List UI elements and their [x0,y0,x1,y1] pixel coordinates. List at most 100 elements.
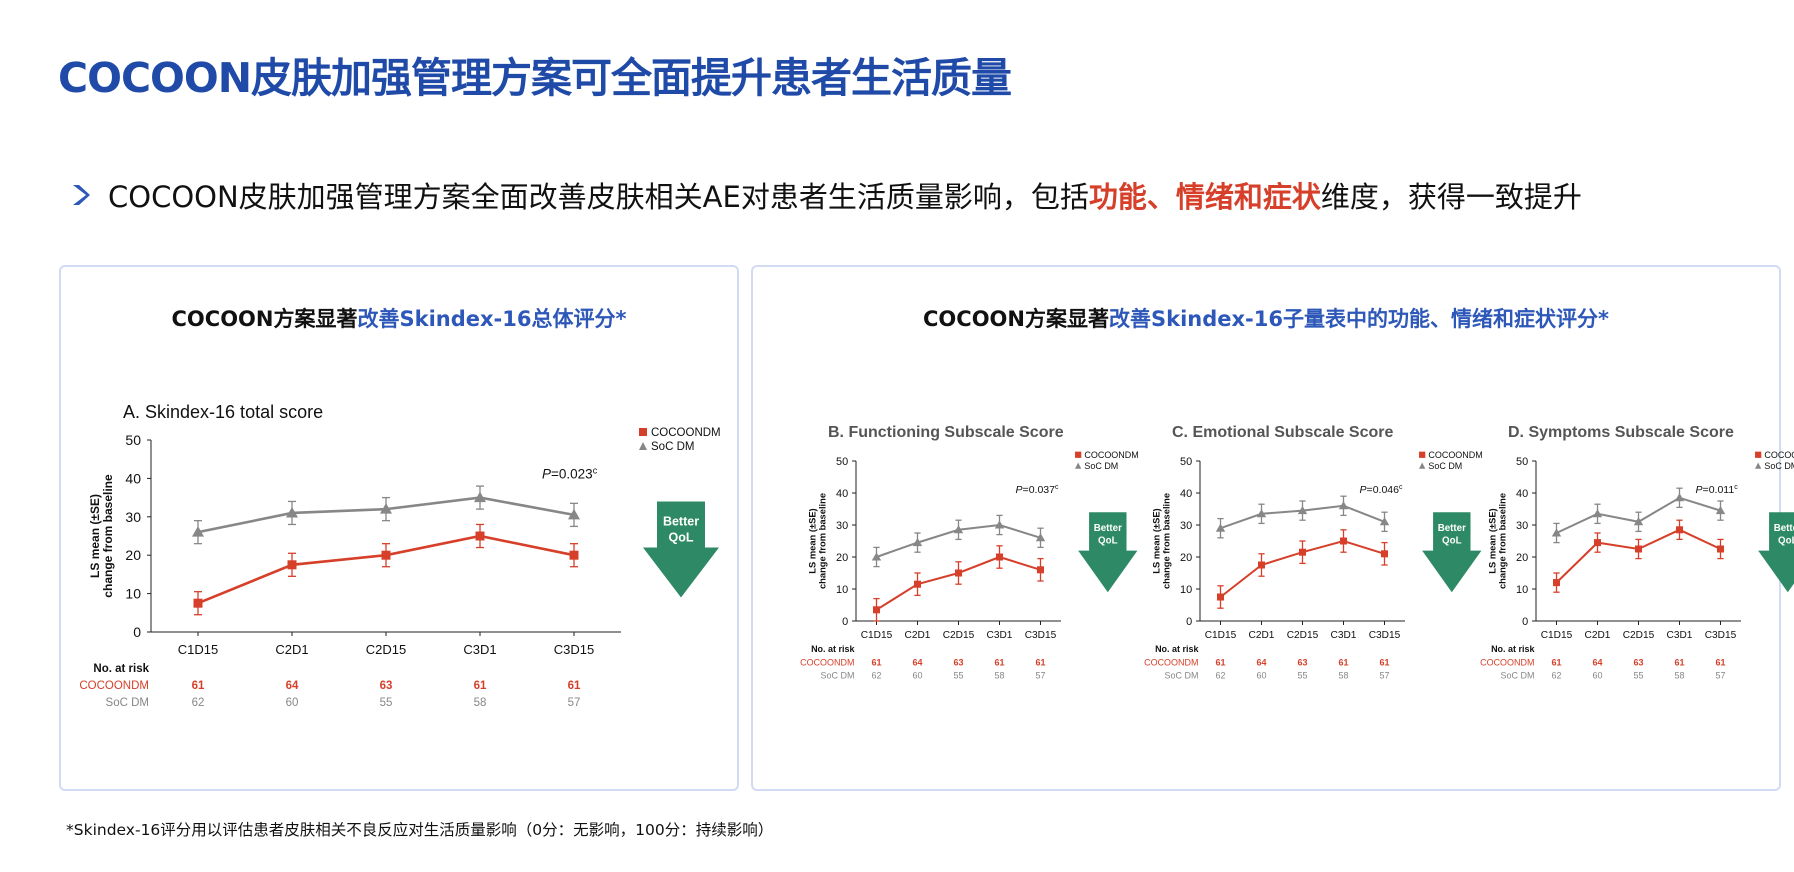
data-point-triangle [953,525,964,534]
risk-count: 61 [1380,657,1390,667]
data-point-square [1675,526,1684,534]
data-point-triangle [380,503,392,514]
y-tick-label: 50 [1516,456,1528,468]
y-tick-label: 30 [1516,520,1528,532]
data-point-square [1552,579,1561,587]
risk-count: 61 [995,657,1005,667]
x-tick-label: C2D1 [1249,630,1275,641]
key-message-before: COCOON皮肤加强管理方案全面改善皮肤相关AE对患者生活质量影响，包括 [108,180,1089,214]
legend-label: COCOONDM [651,427,721,439]
data-point-triangle [994,520,1005,529]
risk-count: 61 [192,680,205,692]
data-point-square [913,580,922,588]
y-tick-label: 20 [1180,552,1192,564]
arrow-label: QoL [669,530,694,544]
chart-functioning: B. Functioning Subscale Score LS mean (±S… [800,424,1139,681]
subscale-panel: COCOON方案显著改善Skindex-16子量表中的功能、情绪和症状评分* [751,265,1781,791]
risk-count: 58 [995,671,1005,681]
y-tick-label: 50 [1180,456,1192,468]
data-point-square [475,531,485,541]
risk-count: 58 [1675,671,1685,681]
data-point-triangle [474,491,486,503]
left-panel-title-blue: 改善Skindex-16总体评分* [357,307,627,331]
data-point-square [1257,561,1266,569]
better-qol-arrow-icon [643,501,719,598]
risk-count: 57 [568,697,581,709]
risk-count: 55 [380,697,393,709]
key-message-text: COCOON皮肤加强管理方案全面改善皮肤相关AE对患者生活质量影响，包括功能、情… [108,174,1582,216]
risk-count: 63 [954,657,964,667]
page-title: COCOON皮肤加强管理方案可全面提升患者生活质量 [58,54,1012,102]
data-point-square [1298,548,1307,556]
risk-count: 60 [913,671,923,681]
legend-label: COCOONDM [1084,450,1138,460]
data-point-triangle [1551,528,1562,537]
y-tick-label: 20 [836,552,848,564]
y-tick-label: 20 [125,547,141,563]
risk-count: 61 [1552,657,1562,667]
risk-count: 61 [474,680,487,692]
risk-count: 61 [1216,657,1226,667]
data-point-square [1593,539,1602,547]
y-tick-label: 40 [125,470,141,486]
data-point-triangle [1338,501,1349,510]
chart-emotional: C. Emotional Subscale Score LS mean (±SE)… [1144,424,1483,681]
y-tick-label: 30 [125,509,141,525]
data-point-square [381,550,391,560]
x-tick-label: C2D1 [1585,630,1611,641]
x-tick-label: C3D1 [1331,630,1357,641]
legend-square-icon [639,428,647,436]
data-point-square [954,569,963,577]
x-tick-label: C1D15 [861,630,893,641]
y-tick-label: 10 [836,584,848,596]
y-axis-label: LS mean (±SE)change from baseline [807,493,827,589]
arrow-label: Better [1438,523,1466,534]
data-point-triangle [1633,517,1644,526]
arrow-label: QoL [1778,535,1794,546]
y-tick-label: 10 [125,586,141,602]
data-point-square [1634,545,1643,553]
risk-count: 55 [954,671,964,681]
key-message-highlight: 功能、情绪和症状 [1088,180,1321,214]
risk-count: 63 [1634,657,1644,667]
legend-square-icon [1075,451,1082,458]
x-tick-label: C3D1 [463,642,496,657]
data-point-triangle [1592,509,1603,518]
p-value: P=0.046c [1360,484,1403,496]
x-tick-label: C2D1 [275,642,308,657]
y-tick-label: 20 [1516,552,1528,564]
risk-count: 61 [1716,657,1726,667]
risk-count: 58 [474,697,487,709]
p-value: P=0.011c [1696,484,1739,496]
data-point-square [995,553,1004,561]
legend-label: COCOONDM [1764,450,1794,460]
legend-label: COCOONDM [1428,450,1482,460]
y-tick-label: 0 [1186,616,1192,628]
data-point-triangle [1379,517,1390,526]
risk-row-label: COCOONDM [1480,657,1534,667]
risk-count: 63 [1298,657,1308,667]
x-tick-label: C3D15 [554,642,594,657]
right-panel-title: COCOON方案显著改善Skindex-16子量表中的功能、情绪和症状评分* [753,303,1779,333]
legend-label: SoC DM [1084,461,1118,471]
data-point-square [287,560,297,570]
chart-skindex-total: A. Skindex-16 total score LS mean (±SE)ch… [79,402,721,709]
y-tick-label: 50 [836,456,848,468]
data-point-triangle [912,537,923,547]
y-tick-label: 0 [842,616,848,628]
risk-count: 57 [1380,671,1390,681]
risk-row-label: COCOONDM [800,657,854,667]
data-point-triangle [871,552,882,561]
total-score-panel: COCOON方案显著改善Skindex-16总体评分* [59,265,739,791]
risk-row-label: SoC DM [1501,671,1535,681]
data-point-triangle [286,506,298,518]
y-tick-label: 10 [1516,584,1528,596]
better-qol-arrow-icon [1758,512,1794,593]
risk-count: 64 [286,680,299,692]
risk-table-title: No. at risk [93,663,149,675]
risk-table-title: No. at risk [811,644,854,654]
x-tick-label: C2D15 [1623,630,1655,641]
p-value: P=0.023c [542,465,598,481]
legend-triangle-icon [639,442,647,450]
risk-row-label: COCOONDM [79,680,149,692]
